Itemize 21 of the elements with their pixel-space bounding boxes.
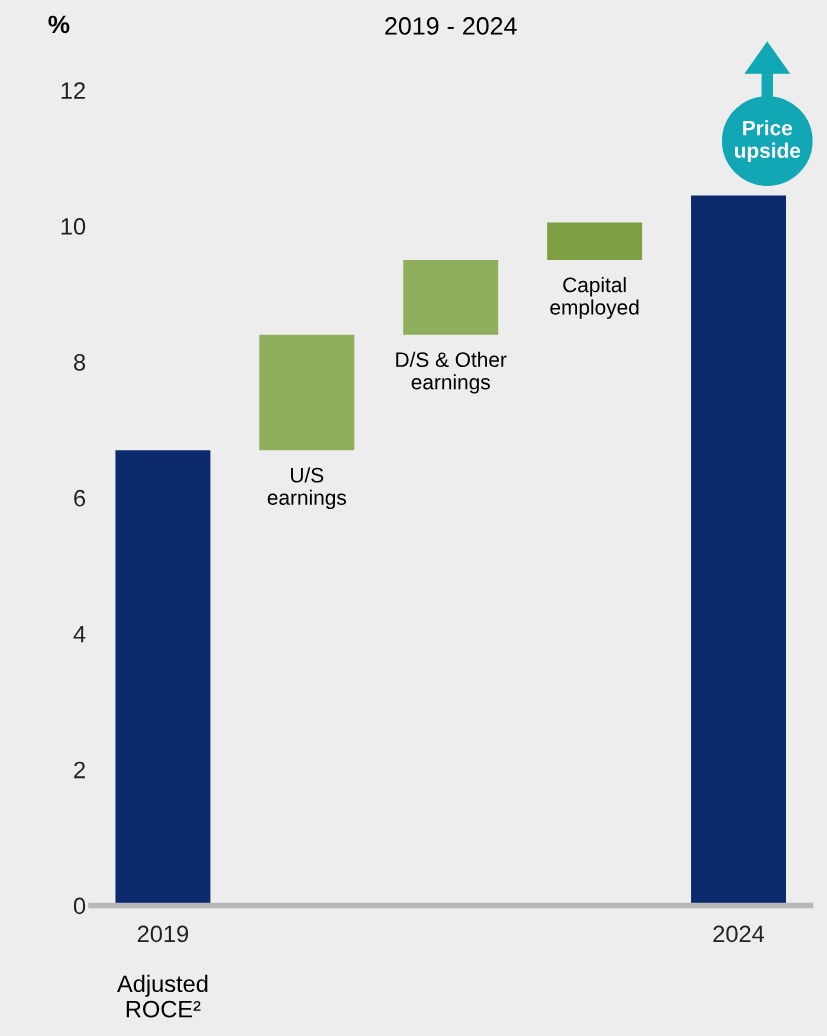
y-tick-label: 10	[61, 218, 86, 235]
y-tick-label: 12	[61, 82, 85, 99]
x-tick-label: 2019	[137, 925, 189, 943]
bar	[259, 334, 355, 451]
bar	[403, 259, 499, 335]
y-tick-label: 2	[74, 761, 85, 779]
y-tick-label: 0	[73, 897, 86, 915]
annotation: Price upside	[735, 120, 801, 163]
y-axis-title: %	[48, 15, 70, 34]
y-tick-label: 4	[73, 626, 86, 643]
bar	[691, 195, 786, 906]
chart-title: 2019 - 2024	[385, 17, 517, 35]
x-tick-label: 2024	[713, 925, 765, 943]
bar	[115, 450, 211, 906]
y-tick-label: 6	[74, 489, 86, 507]
annotation: Capital employed	[550, 276, 639, 319]
annotation: U/S earnings	[267, 467, 347, 510]
bar	[547, 222, 643, 260]
y-tick-label: 8	[74, 353, 86, 371]
annotation: D/S & Other earnings	[396, 351, 507, 394]
text: Adjusted ROCE²	[117, 974, 208, 1018]
